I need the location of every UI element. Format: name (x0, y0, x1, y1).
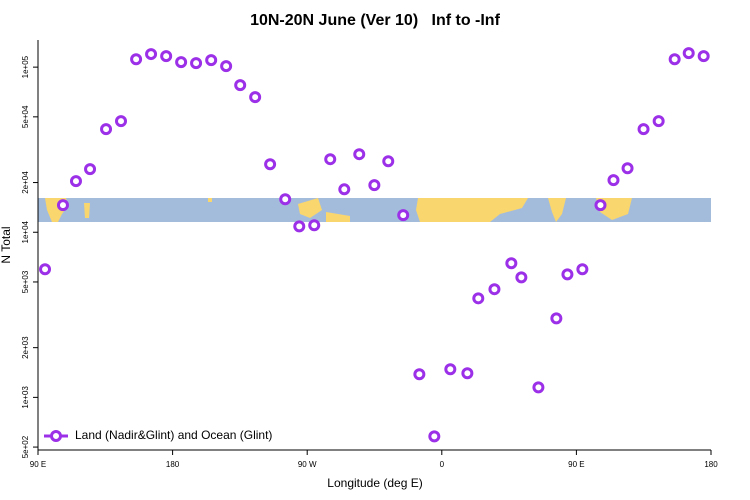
point (561, 268, 574, 281)
point (205, 54, 218, 67)
point (324, 153, 337, 166)
point (293, 220, 306, 233)
point (397, 209, 410, 222)
point (652, 115, 665, 128)
point (682, 47, 695, 60)
x-tick-label: 180 (166, 460, 180, 469)
land (208, 198, 212, 202)
x-tick-label: 90 W (298, 460, 317, 469)
x-tick-label: 180 (704, 460, 718, 469)
point (488, 283, 501, 296)
point (382, 155, 395, 168)
point (413, 368, 426, 381)
legend-label: Land (Nadir&Glint) and Ocean (Glint) (75, 428, 272, 442)
y-tick-label: 5e+03 (21, 270, 30, 293)
x-tick-label: 90 E (568, 460, 584, 469)
point (472, 292, 485, 305)
y-tick-label: 2e+03 (21, 336, 30, 359)
x-tick-label: 0 (440, 460, 445, 469)
point (576, 263, 589, 276)
point (220, 60, 233, 73)
point (279, 193, 292, 206)
point (594, 199, 607, 212)
point (130, 53, 143, 66)
land (84, 203, 90, 218)
y-tick-label: 2e+04 (21, 171, 30, 194)
point (249, 91, 262, 104)
point (234, 79, 247, 92)
land (548, 198, 566, 222)
point (56, 199, 69, 212)
point (308, 219, 321, 232)
y-tick-label: 1e+04 (21, 220, 30, 243)
legend: Land (Nadir&Glint) and Ocean (Glint) (44, 428, 272, 442)
x-tick-label: 90 E (30, 460, 46, 469)
land (298, 198, 322, 218)
point (444, 363, 457, 376)
land (416, 198, 528, 222)
point (515, 271, 528, 284)
point (353, 148, 366, 161)
point (69, 175, 82, 188)
y-tick-label: 1e+03 (21, 386, 30, 409)
point (84, 163, 97, 176)
point (39, 263, 52, 276)
point (637, 123, 650, 136)
y-tick-label: 1e+05 (21, 55, 30, 78)
point (668, 53, 681, 66)
point (607, 174, 620, 187)
y-tick-label: 5e+04 (21, 105, 30, 128)
point (428, 430, 441, 443)
y-axis-title: N Total (0, 226, 13, 263)
point (190, 57, 203, 70)
point (621, 162, 634, 175)
y-tick-label: 5e+02 (21, 435, 30, 458)
point (505, 257, 518, 270)
point (550, 312, 563, 325)
point (532, 381, 545, 394)
point (145, 48, 158, 61)
x-axis-title: Longitude (deg E) (327, 476, 422, 490)
point (115, 115, 128, 128)
point (264, 158, 277, 171)
point (338, 183, 351, 196)
map-band (38, 198, 711, 222)
point (160, 50, 173, 63)
chart-title: 10N-20N June (Ver 10) Inf to -Inf (250, 12, 501, 29)
point (461, 367, 474, 380)
point (697, 50, 710, 63)
point (100, 123, 113, 136)
point (368, 179, 381, 192)
point (175, 56, 188, 69)
legend-marker (50, 430, 62, 442)
land (326, 212, 350, 222)
